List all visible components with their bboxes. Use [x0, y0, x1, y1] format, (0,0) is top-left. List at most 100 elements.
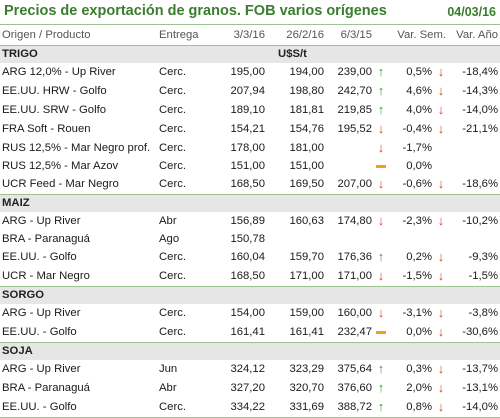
arrow-up-icon: ↑ [377, 249, 385, 264]
delivery: Cerc. [159, 66, 186, 78]
var-anio: -18,4% [462, 66, 499, 78]
arrow-up-icon: ↑ [377, 380, 385, 395]
report-date: 04/03/16 [447, 5, 496, 19]
table-row: EE.UU. SRW - Golfo Cerc. 189,10 181,81 219,8… [0, 101, 500, 120]
origin-product: UCR - Mar Negro [2, 270, 90, 282]
table-row: ARG - Up River Jun 324,12 323,29 375,64 ↑ 0,3%… [0, 360, 500, 379]
table-row: BRA - Paranaguá Ago 150,78 [0, 231, 500, 248]
price-3-3-16: 189,10 [230, 104, 265, 116]
origin-product: ARG - Up River [2, 307, 81, 319]
price-6-3-15: 174,80 [337, 215, 372, 227]
trend-anio-icon-cell: ↓ [434, 360, 448, 379]
price-3-3-16: 161,41 [230, 326, 265, 338]
var-anio: -18,6% [462, 178, 499, 190]
price-6-3-15: 160,00 [337, 307, 372, 319]
delivery: Abr [159, 382, 177, 394]
trend-anio-icon-cell: ↓ [434, 120, 448, 139]
trend-sem-icon-cell: ↓ [374, 267, 388, 287]
delivery: Ago [159, 233, 180, 245]
table-row: RUS 12,5% - Mar Negro prof. Cerc. 178,00 18… [0, 139, 500, 158]
origin-product: ARG - Up River [2, 215, 81, 227]
table-row: ARG - Up River Cerc. 154,00 159,00 160,00 ↓ -3… [0, 304, 500, 323]
table-header: Origen / Producto Entrega 3/3/16 26/2/16… [0, 24, 500, 46]
delivery: Abr [159, 215, 177, 227]
arrow-down-icon: ↓ [437, 361, 445, 376]
var-anio: -9,3% [468, 251, 499, 263]
delivery: Cerc. [159, 326, 186, 338]
arrow-down-icon: ↓ [437, 102, 445, 117]
section-name: TRIGO [0, 45, 213, 63]
table-row: ARG 12,0% - Up River Cerc. 195,00 194,00 239… [0, 63, 500, 82]
price-6-3-15 [326, 158, 374, 175]
arrow-down-icon: ↓ [437, 268, 445, 283]
delivery: Cerc. [159, 160, 186, 172]
price-3-3-16: 154,21 [230, 123, 265, 135]
delivery: Cerc. [159, 270, 186, 282]
section-fill [374, 342, 500, 360]
var-anio: -13,1% [462, 382, 499, 394]
price-3-3-16: 168,50 [230, 178, 265, 190]
var-sem: -2,3% [402, 215, 432, 227]
table-row: UCR - Mar Negro Cerc. 168,50 171,00 171,00 ↓ -… [0, 267, 500, 287]
price-26-2-16: 194,00 [289, 66, 324, 78]
delivery: Cerc. [159, 251, 186, 263]
price-6-3-15 [326, 139, 374, 158]
price-6-3-15: 207,00 [337, 178, 372, 190]
trend-anio-icon-cell: ↓ [434, 175, 448, 195]
arrow-up-icon: ↑ [377, 361, 385, 376]
section-name: MAIZ [0, 194, 213, 212]
arrow-down-icon: ↓ [377, 176, 385, 191]
origin-product: UCR Feed - Mar Negro [2, 178, 119, 190]
col-delivery: Entrega [157, 24, 213, 46]
price-6-3-15: 171,00 [337, 270, 372, 282]
price-26-2-16: 169,50 [289, 178, 324, 190]
arrow-down-icon: ↓ [437, 83, 445, 98]
delivery: Cerc. [157, 398, 213, 418]
var-anio: -13,7% [462, 363, 499, 375]
var-sem: -0,6% [402, 178, 432, 190]
var-sem: -1,7% [402, 142, 432, 154]
trend-sem-icon-cell: ↑ [374, 379, 388, 398]
trend-anio-icon-cell: ↓ [434, 212, 448, 231]
col-origin: Origen / Producto [0, 24, 157, 46]
arrow-down-icon: ↓ [437, 64, 445, 79]
table-row: RUS 12,5% - Mar Azov Cerc. 151,00 151,00 0,0… [0, 158, 500, 175]
col-date-1: 3/3/16 [213, 24, 267, 46]
price-6-3-15: 232,47 [337, 326, 372, 338]
price-26-2-16 [267, 231, 326, 248]
section-name: SORGO [0, 286, 213, 304]
trend-anio-icon-cell: ↓ [434, 267, 448, 287]
section-name: SOJA [0, 342, 213, 360]
var-sem: 0,3% [406, 363, 432, 375]
price-26-2-16: 151,00 [289, 160, 324, 172]
origin-product: EE.UU. HRW - Golfo [2, 85, 107, 97]
unit-label [213, 342, 374, 360]
title-bar: Precios de exportación de granos. FOB va… [0, 0, 500, 24]
arrow-down-icon: ↓ [377, 121, 385, 136]
arrow-down-icon: ↓ [377, 213, 385, 228]
price-26-2-16: 198,80 [289, 85, 324, 97]
price-6-3-15: 195,52 [337, 123, 372, 135]
delivery: Cerc. [159, 104, 186, 116]
arrow-down-icon: ↓ [437, 399, 445, 414]
origin-product: RUS 12,5% - Mar Negro prof. [2, 142, 151, 154]
trend-anio-icon-cell: ↓ [434, 82, 448, 101]
section-header: TRIGO U$S/t [0, 45, 500, 63]
delivery: Cerc. [159, 85, 186, 97]
var-anio: -14,0% [462, 104, 499, 116]
col-var-sem: Var. Sem. [388, 24, 449, 46]
price-26-2-16: 171,00 [289, 270, 324, 282]
table-row: EE.UU. - Golfo Cerc. 161,41 161,41 232,47 0,0… [0, 323, 500, 343]
price-3-3-16: 160,04 [230, 251, 265, 263]
price-6-3-15: 375,64 [337, 363, 372, 375]
price-6-3-15: 176,36 [337, 251, 372, 263]
arrow-down-icon: ↓ [437, 121, 445, 136]
unit-label: U$S/t [213, 45, 374, 63]
price-6-3-15: 219,85 [337, 104, 372, 116]
section-fill [374, 45, 500, 63]
var-anio [448, 139, 500, 158]
price-26-2-16: 320,70 [289, 382, 324, 394]
flat-dash-icon [376, 330, 386, 334]
trend-sem-icon-cell: ↓ [374, 175, 388, 195]
trend-sem-icon-cell: ↑ [374, 82, 388, 101]
